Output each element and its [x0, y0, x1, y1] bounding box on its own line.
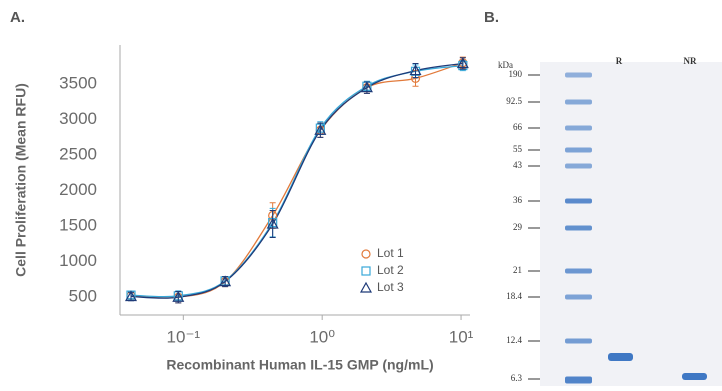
x-tick-label: 10⁰: [309, 327, 335, 346]
ladder-label: 43: [513, 160, 523, 170]
y-tick-label: 2500: [59, 145, 97, 164]
marker: [362, 267, 370, 275]
ladder-band: [565, 100, 592, 105]
panel-label: A.: [10, 9, 25, 26]
fit-curve: [131, 66, 463, 297]
ladder-label: 190: [509, 69, 523, 79]
ladder-label: 66: [513, 122, 523, 132]
ladder-label: 6.3: [511, 373, 523, 383]
ladder-band: [565, 164, 592, 169]
x-axis-title: Recombinant Human IL-15 GMP (ng/mL): [166, 357, 433, 373]
ladder-label: 21: [513, 265, 522, 275]
legend-label: Lot 1: [377, 246, 404, 260]
marker: [361, 283, 371, 292]
legend-label: Lot 3: [377, 280, 404, 294]
figure: A. Cell Proliferation (Mean RFU) Recombi…: [0, 0, 722, 386]
sample-band: [608, 353, 633, 361]
ladder-label: 92.5: [506, 96, 522, 106]
fit-curve: [131, 63, 463, 298]
ladder-label: 18.4: [506, 291, 522, 301]
lane-label: NR: [684, 56, 697, 66]
panel-label: B.: [484, 9, 499, 26]
ladder-band: [565, 295, 592, 300]
ladder-band: [565, 148, 592, 153]
ladder-label: 36: [513, 195, 523, 205]
ladder-label: 55: [513, 144, 523, 154]
ladder-band: [565, 226, 592, 231]
y-axis-title: Cell Proliferation (Mean RFU): [13, 83, 29, 277]
ladder-label: 29: [513, 222, 523, 232]
fit-curve: [131, 63, 463, 298]
marker: [362, 250, 370, 258]
y-tick-label: 500: [69, 287, 97, 306]
y-tick-label: 3000: [59, 109, 97, 128]
y-tick-label: 3500: [59, 74, 97, 93]
lane-label: R: [616, 56, 623, 66]
x-tick-label: 10¹: [449, 327, 474, 346]
legend-label: Lot 2: [377, 263, 404, 277]
x-tick-label: 10⁻¹: [167, 327, 201, 346]
ladder-label: 12.4: [506, 335, 522, 345]
y-tick-label: 1000: [59, 251, 97, 270]
y-tick-label: 2000: [59, 180, 97, 199]
sample-band: [682, 373, 707, 380]
ladder-band: [565, 269, 592, 274]
page: A. Cell Proliferation (Mean RFU) Recombi…: [0, 0, 722, 391]
y-tick-label: 1500: [59, 216, 97, 235]
ladder-band: [565, 199, 592, 204]
ladder-band: [565, 126, 592, 131]
gel: [540, 62, 722, 386]
ladder-band: [565, 377, 592, 384]
ladder-band: [565, 339, 592, 344]
ladder-band: [565, 73, 592, 78]
